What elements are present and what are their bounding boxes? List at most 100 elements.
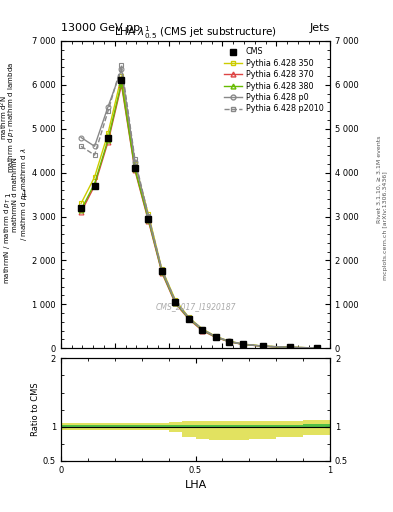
Pythia 6.428 350 — [287, 344, 292, 350]
Pythia 6.428 370 — [261, 343, 265, 349]
Pythia 6.428 380 — [106, 137, 110, 143]
Pythia 6.428 350 — [240, 341, 245, 347]
Pythia 6.428 370 — [119, 82, 124, 88]
CMS — [132, 165, 137, 172]
Pythia 6.428 370 — [92, 183, 97, 189]
Line: Pythia 6.428 370: Pythia 6.428 370 — [79, 82, 319, 350]
CMS — [213, 334, 218, 340]
Pythia 6.428 p0 — [92, 143, 97, 150]
Pythia 6.428 p2010 — [160, 267, 164, 273]
CMS — [287, 344, 292, 350]
Pythia 6.428 p0 — [261, 343, 265, 349]
Line: Pythia 6.428 p2010: Pythia 6.428 p2010 — [79, 62, 319, 350]
Pythia 6.428 380 — [173, 300, 178, 306]
CMS — [79, 205, 83, 211]
Pythia 6.428 p0 — [227, 338, 231, 345]
Text: 1: 1 — [21, 190, 26, 199]
Pythia 6.428 370 — [106, 139, 110, 145]
Pythia 6.428 p2010 — [92, 152, 97, 158]
Pythia 6.428 p0 — [160, 267, 164, 273]
Y-axis label: mathrm d$^2$N
mathrm d $p_T$ mathrm d $\lambda$

1
mathrmN d mathrmN
/ mathrm d : mathrm d$^2$N mathrm d $p_T$ mathrm d $\… — [0, 148, 29, 241]
Pythia 6.428 p0 — [200, 327, 205, 333]
Pythia 6.428 380 — [287, 344, 292, 350]
Pythia 6.428 p2010 — [200, 326, 205, 332]
Y-axis label: Ratio to CMS: Ratio to CMS — [31, 383, 40, 436]
CMS — [160, 268, 164, 274]
Pythia 6.428 350 — [79, 200, 83, 206]
Text: Jets: Jets — [310, 23, 330, 33]
Pythia 6.428 p2010 — [173, 297, 178, 304]
CMS — [173, 299, 178, 305]
Pythia 6.428 p0 — [314, 345, 319, 351]
Pythia 6.428 380 — [186, 316, 191, 322]
Pythia 6.428 370 — [314, 345, 319, 351]
Pythia 6.428 p2010 — [261, 343, 265, 349]
CMS — [92, 183, 97, 189]
Pythia 6.428 p0 — [287, 344, 292, 350]
Pythia 6.428 p2010 — [227, 338, 231, 344]
Pythia 6.428 380 — [314, 345, 319, 351]
Pythia 6.428 350 — [106, 130, 110, 136]
Pythia 6.428 p2010 — [79, 143, 83, 150]
Pythia 6.428 p2010 — [186, 314, 191, 321]
Text: mathrm d$^2$N: mathrm d$^2$N — [0, 96, 9, 140]
Pythia 6.428 380 — [213, 334, 218, 340]
Pythia 6.428 350 — [261, 343, 265, 349]
Pythia 6.428 p0 — [132, 159, 137, 165]
Pythia 6.428 350 — [119, 73, 124, 79]
Pythia 6.428 p2010 — [287, 344, 292, 350]
Line: Pythia 6.428 350: Pythia 6.428 350 — [79, 74, 319, 350]
Pythia 6.428 350 — [173, 297, 178, 303]
Pythia 6.428 350 — [146, 211, 151, 218]
Pythia 6.428 370 — [287, 345, 292, 351]
Pythia 6.428 p0 — [213, 334, 218, 340]
Pythia 6.428 370 — [160, 270, 164, 276]
Pythia 6.428 350 — [186, 314, 191, 321]
Line: CMS: CMS — [78, 77, 320, 351]
Pythia 6.428 350 — [314, 345, 319, 351]
Pythia 6.428 p0 — [106, 104, 110, 110]
Line: Pythia 6.428 p0: Pythia 6.428 p0 — [79, 67, 319, 350]
Pythia 6.428 380 — [92, 181, 97, 187]
Text: mathrm d $p_T$ mathrm d lambda: mathrm d $p_T$ mathrm d lambda — [7, 62, 17, 174]
CMS — [119, 77, 124, 83]
Pythia 6.428 p0 — [240, 341, 245, 347]
Text: mcplots.cern.ch [arXiv:1306.3436]: mcplots.cern.ch [arXiv:1306.3436] — [384, 171, 388, 280]
X-axis label: LHA: LHA — [184, 480, 207, 490]
Pythia 6.428 p0 — [119, 67, 124, 73]
Pythia 6.428 p0 — [79, 135, 83, 141]
Legend: CMS, Pythia 6.428 350, Pythia 6.428 370, Pythia 6.428 380, Pythia 6.428 p0, Pyth: CMS, Pythia 6.428 350, Pythia 6.428 370,… — [222, 45, 326, 116]
CMS — [146, 216, 151, 222]
Pythia 6.428 370 — [227, 339, 231, 345]
CMS — [261, 343, 265, 349]
Text: 13000 GeV pp: 13000 GeV pp — [61, 23, 140, 33]
Pythia 6.428 380 — [200, 327, 205, 333]
CMS — [240, 341, 245, 347]
CMS — [186, 316, 191, 322]
Pythia 6.428 370 — [132, 167, 137, 174]
Text: CMS_2017_I1920187: CMS_2017_I1920187 — [155, 302, 236, 311]
Pythia 6.428 370 — [146, 218, 151, 224]
Pythia 6.428 370 — [79, 209, 83, 215]
Text: mathrmN / mathrm d $p_T$: mathrmN / mathrm d $p_T$ — [3, 197, 13, 284]
Pythia 6.428 380 — [261, 343, 265, 349]
Pythia 6.428 350 — [227, 338, 231, 344]
Pythia 6.428 350 — [92, 174, 97, 180]
Pythia 6.428 p2010 — [240, 341, 245, 347]
CMS — [200, 327, 205, 333]
Pythia 6.428 370 — [200, 328, 205, 334]
Pythia 6.428 p0 — [186, 315, 191, 321]
Pythia 6.428 p0 — [146, 215, 151, 221]
Pythia 6.428 380 — [160, 269, 164, 275]
Pythia 6.428 380 — [240, 341, 245, 347]
Pythia 6.428 p2010 — [132, 156, 137, 162]
Pythia 6.428 370 — [213, 334, 218, 340]
CMS — [106, 135, 110, 141]
Pythia 6.428 350 — [160, 266, 164, 272]
Pythia 6.428 p2010 — [106, 108, 110, 114]
Pythia 6.428 350 — [132, 161, 137, 167]
Pythia 6.428 380 — [132, 166, 137, 172]
Pythia 6.428 p2010 — [314, 345, 319, 351]
CMS — [227, 338, 231, 345]
Pythia 6.428 350 — [213, 333, 218, 339]
